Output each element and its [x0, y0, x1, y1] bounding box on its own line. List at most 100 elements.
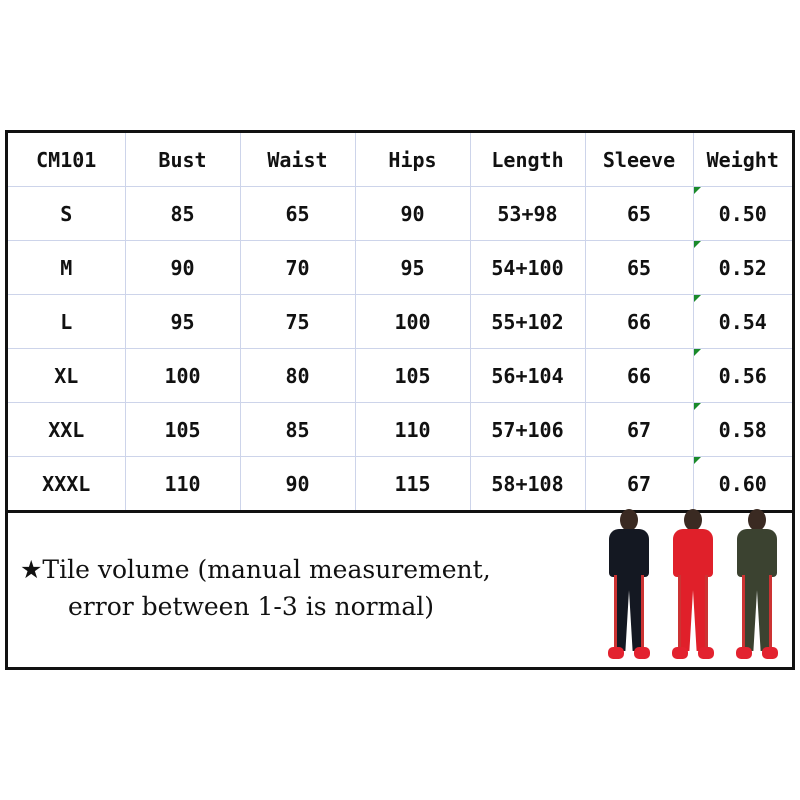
- table-cell: 66: [584, 348, 694, 403]
- size-table: CM101 Bust Waist Hips Length Sleeve Weight S 85 6…: [8, 133, 792, 513]
- table-cell: 95: [354, 240, 471, 295]
- table-cell: 100: [354, 294, 471, 349]
- cell-text: 56+104: [491, 363, 564, 388]
- table-cell: 67: [584, 402, 694, 457]
- table-cell: 85: [239, 402, 356, 457]
- table-cell: 90: [124, 240, 241, 295]
- cell-text: 100: [394, 309, 431, 334]
- table-cell: 65: [584, 186, 694, 241]
- cell-text: 105: [164, 417, 201, 442]
- table-cell: 57+106: [469, 402, 586, 457]
- model-figure: [600, 507, 658, 663]
- cell-text: S: [60, 201, 73, 226]
- table-cell: 85: [124, 186, 241, 241]
- table-cell: 70: [239, 240, 356, 295]
- table-cell: 0.58: [692, 402, 792, 457]
- note-line-1: Tile volume (manual measurement,: [42, 555, 491, 584]
- table-cell: 100: [124, 348, 241, 403]
- table-cell: 90: [354, 186, 471, 241]
- cell-text: Waist: [267, 147, 328, 172]
- table-row: XXL 105 85 110 57+106 67 0.58: [8, 402, 792, 457]
- cell-text: 75: [285, 309, 310, 334]
- table-cell: 0.56: [692, 348, 792, 403]
- product-photo: [596, 507, 792, 665]
- model-figure: [664, 507, 722, 663]
- cell-text: 0.54: [718, 309, 767, 334]
- cell-text: 66: [626, 363, 652, 388]
- column-header: CM101: [8, 133, 126, 187]
- header-row: CM101 Bust Waist Hips Length Sleeve Weight: [8, 133, 792, 187]
- table-row: M 90 70 95 54+100 65 0.52: [8, 240, 792, 295]
- cell-text: 100: [164, 363, 201, 388]
- star-icon: ★: [20, 555, 43, 584]
- table-cell: 110: [124, 456, 241, 513]
- cell-text: 65: [626, 201, 652, 226]
- table-cell: 65: [239, 186, 356, 241]
- table-row: S 85 65 90 53+98 65 0.50: [8, 186, 792, 241]
- table-cell: XXL: [8, 402, 126, 457]
- cell-text: 55+102: [491, 309, 564, 334]
- comment-marker-icon: [693, 295, 701, 302]
- comment-marker-icon: [693, 187, 701, 194]
- cell-text: 90: [285, 471, 310, 496]
- cell-text: Hips: [388, 147, 437, 172]
- column-header: Waist: [239, 133, 356, 187]
- note-line-2: error between 1-3 is normal): [68, 592, 434, 621]
- table-row: L 95 75 100 55+102 66 0.54: [8, 294, 792, 349]
- column-header: Sleeve: [584, 133, 694, 187]
- cell-text: CM101: [36, 147, 97, 172]
- table-cell: 65: [584, 240, 694, 295]
- cell-text: 105: [394, 363, 431, 388]
- table-cell: 55+102: [469, 294, 586, 349]
- column-header: Bust: [124, 133, 241, 187]
- table-cell: 105: [124, 402, 241, 457]
- cell-text: 85: [170, 201, 195, 226]
- table-cell: 90: [239, 456, 356, 513]
- cell-text: 54+100: [491, 255, 564, 280]
- cell-text: L: [60, 309, 73, 334]
- table-cell: XXXL: [8, 456, 126, 513]
- column-header: Hips: [354, 133, 471, 187]
- cell-text: 0.58: [718, 417, 767, 442]
- cell-text: Length: [491, 147, 564, 172]
- cell-text: 95: [170, 309, 195, 334]
- cell-text: 90: [170, 255, 195, 280]
- cell-text: 115: [394, 471, 431, 496]
- cell-text: 58+108: [491, 471, 564, 496]
- cell-text: Sleeve: [602, 147, 676, 172]
- cell-text: XL: [54, 363, 79, 388]
- table-cell: 56+104: [469, 348, 586, 403]
- measurement-note: ★Tile volume (manual measurement, error …: [20, 551, 491, 625]
- table-cell: 67: [584, 456, 694, 513]
- model-figure: [728, 507, 786, 663]
- comment-marker-icon: [693, 457, 701, 464]
- table-cell: 0.60: [692, 456, 792, 513]
- cell-text: 67: [626, 471, 652, 496]
- cell-text: 80: [285, 363, 310, 388]
- table-cell: 58+108: [469, 456, 586, 513]
- table-cell: 0.52: [692, 240, 792, 295]
- cell-text: Weight: [706, 147, 779, 172]
- cell-text: M: [60, 255, 73, 280]
- column-header: Weight: [692, 133, 792, 187]
- comment-marker-icon: [693, 241, 701, 248]
- cell-text: 90: [400, 201, 425, 226]
- comment-marker-icon: [693, 349, 701, 356]
- cell-text: 57+106: [491, 417, 564, 442]
- table-cell: S: [8, 186, 126, 241]
- table-row: XXXL 110 90 115 58+108 67 0.60: [8, 456, 792, 513]
- table-cell: 95: [124, 294, 241, 349]
- cell-text: 65: [626, 255, 652, 280]
- table-cell: 105: [354, 348, 471, 403]
- cell-text: 0.56: [718, 363, 767, 388]
- cell-text: 65: [285, 201, 310, 226]
- table-cell: 115: [354, 456, 471, 513]
- cell-text: XXXL: [42, 471, 91, 496]
- cell-text: 110: [164, 471, 201, 496]
- cell-text: 95: [400, 255, 425, 280]
- table-cell: 75: [239, 294, 356, 349]
- cell-text: XXL: [48, 417, 85, 442]
- table-cell: M: [8, 240, 126, 295]
- table-cell: 66: [584, 294, 694, 349]
- cell-text: 0.52: [718, 255, 767, 280]
